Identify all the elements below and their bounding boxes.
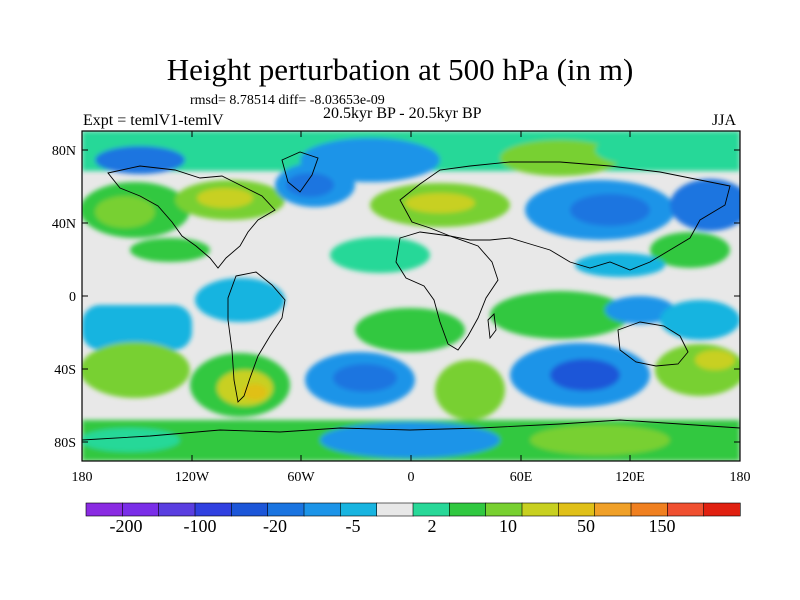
colorbar-label: 2 <box>427 516 437 536</box>
colorbar-swatch <box>521 502 559 517</box>
lat-label: 0 <box>69 290 76 305</box>
lon-label: 180 <box>730 470 751 485</box>
lat-label: 80S <box>54 436 76 451</box>
lat-label: 40N <box>52 217 76 232</box>
period-label: 20.5kyr BP - 20.5kyr BP <box>323 105 482 122</box>
colorbar-swatch <box>594 502 632 517</box>
colorbar-swatch <box>85 502 123 517</box>
lat-label: 40S <box>54 363 76 378</box>
rmsd-stats: rmsd= 8.78514 diff= -8.03653e-09 <box>190 93 385 108</box>
colorbar-swatch <box>412 502 450 517</box>
lon-label: 180 <box>72 470 93 485</box>
colorbar-label: 150 <box>648 516 676 536</box>
colorbar-swatch <box>267 502 305 517</box>
colorbar-swatch <box>630 502 668 517</box>
lat-ticks <box>82 149 740 443</box>
lon-ticks <box>81 131 741 461</box>
season-label: JJA <box>712 112 737 129</box>
colorbar-swatch <box>340 502 378 517</box>
colorbar-label: -100 <box>183 516 217 536</box>
colorbar-swatch <box>303 502 341 517</box>
lon-label: 120W <box>175 470 210 485</box>
colorbar-label: -5 <box>345 516 361 536</box>
lon-label: 120E <box>615 470 645 485</box>
colorbar-label: -200 <box>109 516 143 536</box>
coastlines <box>82 151 740 441</box>
colorbar-swatch <box>667 502 705 517</box>
lon-label: 0 <box>408 470 415 485</box>
lat-label: 80N <box>52 144 76 159</box>
lon-label: 60E <box>510 470 533 485</box>
experiment-label: Expt = temlV1-temlV <box>83 112 224 129</box>
colorbar-label: 10 <box>499 516 517 536</box>
colorbar <box>85 502 741 517</box>
colorbar-label: 50 <box>577 516 595 536</box>
colorbar-swatch <box>703 502 741 517</box>
field-contours <box>82 131 740 461</box>
colorbar-swatch <box>122 502 160 517</box>
plot-title: Height perturbation at 500 hPa (in m) <box>166 52 634 87</box>
lon-label: 60W <box>287 470 315 485</box>
colorbar-swatch <box>376 502 414 517</box>
colorbar-swatch <box>231 502 269 517</box>
colorbar-swatch <box>194 502 232 517</box>
colorbar-swatch <box>558 502 596 517</box>
colorbar-swatch <box>449 502 487 517</box>
colorbar-swatch <box>158 502 196 517</box>
colorbar-swatch <box>485 502 523 517</box>
colorbar-label: -20 <box>263 516 287 536</box>
